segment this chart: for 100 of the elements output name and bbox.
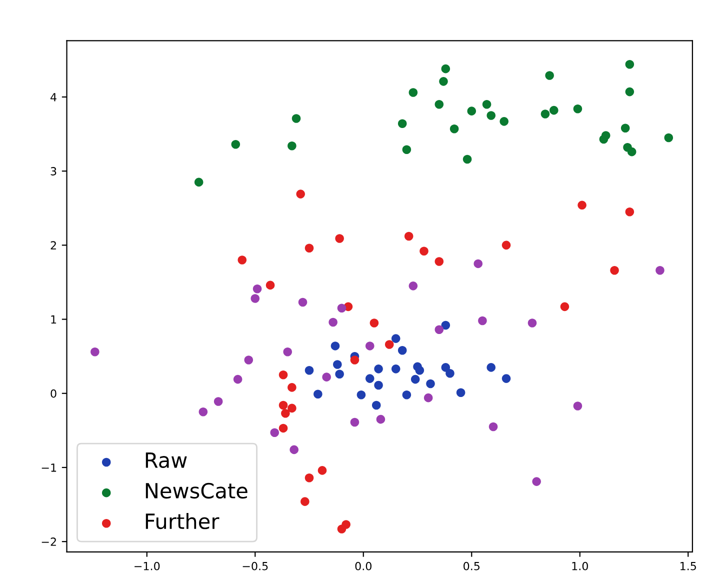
legend-label: Further [146,513,220,530]
point [415,366,424,375]
point [402,390,412,400]
point [278,370,288,380]
point [365,342,374,350]
point [231,140,240,149]
point [410,374,420,384]
point [426,379,435,388]
point [288,142,296,150]
point [545,71,554,80]
y-tick-label: −2 [42,538,56,546]
point [450,124,459,134]
point [441,363,450,372]
y-tick-label: 2 [50,241,56,250]
y-tick-label: −1 [42,464,56,472]
y-tick-label: 4 [50,93,56,102]
point [601,131,610,140]
point [402,145,412,154]
point [374,364,383,374]
point [376,414,386,424]
legend-label: NewsCate [146,482,248,499]
point [90,347,100,356]
point [434,100,444,109]
point [330,342,340,350]
point [620,124,630,132]
point [270,428,280,438]
point [333,360,342,369]
y-tick-label: 1 [51,315,56,324]
point [474,259,483,268]
point [578,200,586,210]
point [424,393,433,402]
point [560,302,570,312]
point [532,477,541,486]
point [500,117,508,126]
point [456,388,466,398]
point [391,334,400,343]
point [365,374,374,383]
point [664,133,674,142]
point [391,364,400,374]
point [488,422,498,432]
point [374,380,383,390]
point [434,325,444,334]
point [625,207,634,216]
point [656,266,664,275]
point [278,424,288,433]
point [314,390,322,399]
legend-label: Raw [146,452,187,468]
point [337,304,346,313]
point [467,106,476,116]
point [610,266,619,275]
point [550,106,558,115]
point [304,473,314,482]
point [292,114,301,123]
point [528,318,537,328]
point [300,497,310,506]
point [502,374,511,383]
point [384,340,394,349]
point [252,284,262,294]
point [244,356,254,364]
point [290,445,298,454]
point [250,294,260,303]
point [398,346,407,355]
point [318,466,327,475]
x-tick-label: 1.5 [680,562,696,570]
x-tick-label: −0.5 [242,562,268,570]
point [278,400,288,410]
point [573,104,582,114]
point [502,240,511,250]
point [266,280,275,290]
point [304,244,314,253]
point [335,370,344,379]
point [356,390,366,400]
point [478,316,487,326]
point [540,110,550,118]
x-tick-label: −1.0 [134,562,160,570]
point [350,418,360,427]
point [335,234,344,243]
point [288,383,296,392]
x-tick-label: 0.5 [464,562,480,570]
point [296,190,305,198]
x-tick-label: 0.0 [355,562,372,570]
point [281,408,290,418]
point [238,256,247,264]
point [214,397,223,406]
point [627,147,636,156]
point [573,402,582,410]
point [288,404,296,413]
point [408,282,418,290]
point [328,318,338,327]
point [370,318,379,328]
point [625,60,634,69]
point [398,119,407,128]
point [486,111,496,120]
point [446,368,454,378]
point [434,257,444,266]
point [441,320,450,330]
y-tick-label: 3 [50,167,56,176]
point [198,408,208,416]
point [337,524,346,534]
point [233,374,242,384]
